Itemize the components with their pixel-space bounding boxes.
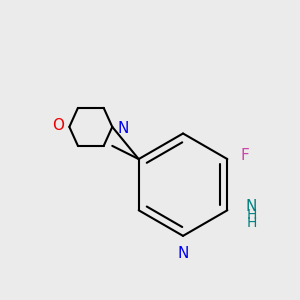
Text: O: O	[52, 118, 64, 133]
Text: F: F	[241, 148, 249, 163]
Text: H: H	[247, 216, 257, 230]
Text: N: N	[117, 121, 129, 136]
Text: N: N	[245, 199, 257, 214]
Text: N: N	[177, 246, 189, 261]
Text: H: H	[247, 208, 257, 222]
